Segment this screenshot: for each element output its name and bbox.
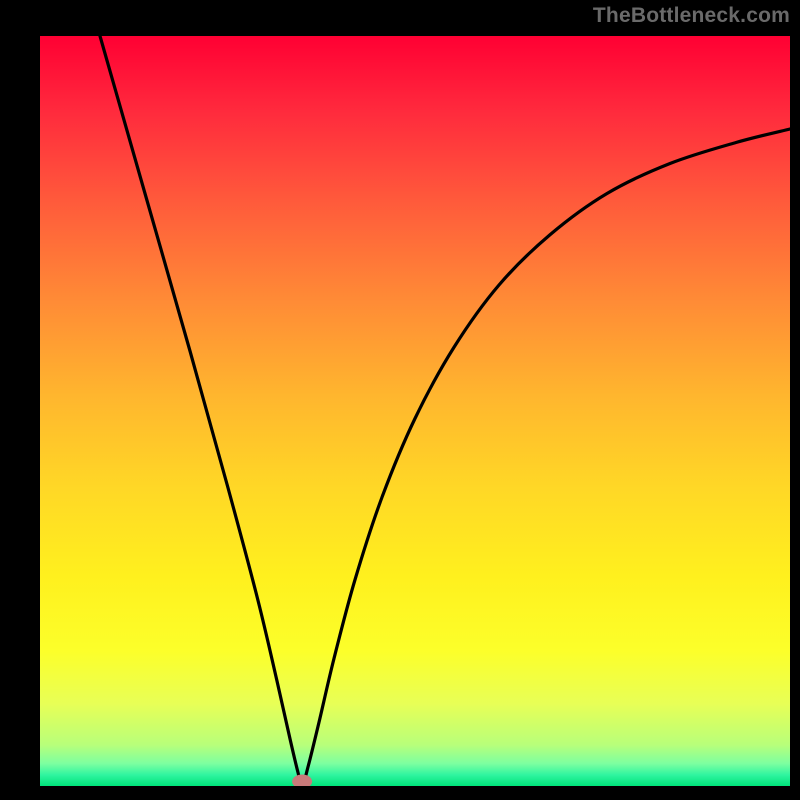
chart-stage: TheBottleneck.com: [0, 0, 800, 800]
watermark-text: TheBottleneck.com: [593, 4, 790, 28]
bottleneck-chart: [0, 0, 800, 800]
plot-background-gradient: [40, 36, 790, 786]
